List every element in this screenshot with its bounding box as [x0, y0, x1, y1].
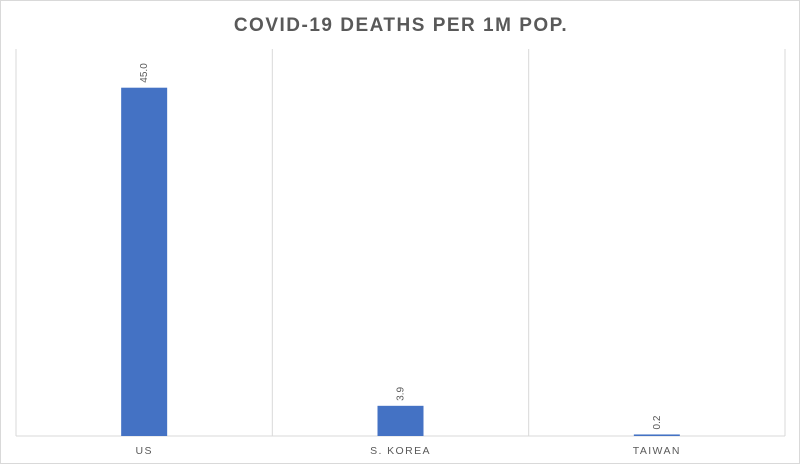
x-tick-label: TAIWAN: [633, 445, 681, 457]
data-label: 45.0: [139, 63, 150, 83]
bar-us: [121, 87, 168, 436]
data-label: 3.9: [396, 386, 407, 400]
bar-taiwan: [633, 434, 680, 436]
bar-s-korea: [377, 405, 424, 436]
x-tick-label: S. KOREA: [370, 445, 431, 457]
chart-title: COVID-19 DEATHS PER 1M POP.: [233, 15, 569, 36]
x-tick-label: US: [135, 445, 152, 457]
data-label: 0.2: [652, 415, 663, 429]
